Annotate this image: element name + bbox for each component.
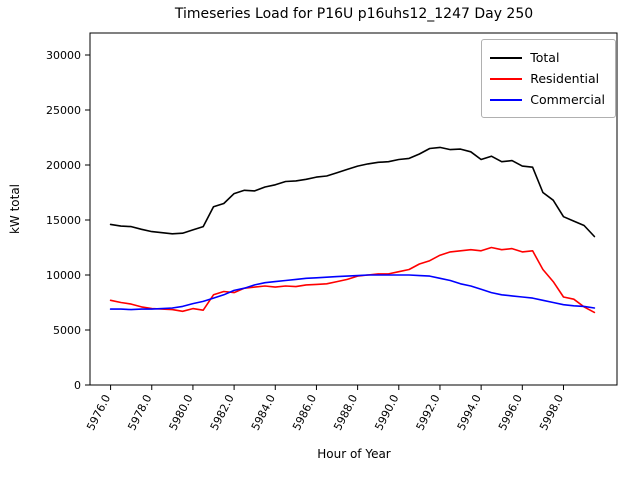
legend-label: Commercial bbox=[530, 92, 605, 107]
x-tick-label: 5990.0 bbox=[372, 392, 401, 432]
series-line-commercial bbox=[109, 274, 596, 311]
x-tick-label: 5988.0 bbox=[331, 392, 360, 432]
legend-entry-residential: Residential bbox=[490, 68, 605, 89]
y-axis-label: kW total bbox=[8, 183, 22, 235]
x-tick-label: 5994.0 bbox=[455, 392, 484, 432]
axes-frame bbox=[89, 32, 618, 386]
series-line-residential bbox=[109, 246, 596, 314]
legend-entry-total: Total bbox=[490, 47, 605, 68]
x-tick-label: 5998.0 bbox=[537, 392, 566, 432]
x-tick-label: 5984.0 bbox=[249, 392, 278, 432]
legend: Total Residential Commercial bbox=[481, 39, 616, 118]
x-tick-label: 5976.0 bbox=[84, 392, 113, 432]
legend-line-swatch bbox=[490, 98, 523, 101]
y-tick-label: 30000 bbox=[46, 49, 81, 62]
legend-line-swatch bbox=[490, 77, 523, 80]
x-tick-label: 5986.0 bbox=[290, 392, 319, 432]
x-axis-label: Hour of Year bbox=[317, 447, 391, 461]
chart-title: Timeseries Load for P16U p16uhs12_1247 D… bbox=[174, 6, 534, 22]
y-tick-label: 5000 bbox=[53, 324, 81, 337]
x-tick-label: 5978.0 bbox=[125, 392, 154, 432]
y-tick-label: 20000 bbox=[46, 159, 81, 172]
legend-line-swatch bbox=[490, 56, 523, 59]
y-tick-label: 0 bbox=[74, 379, 81, 392]
legend-entry-commercial: Commercial bbox=[490, 89, 605, 110]
x-tick-label: 5982.0 bbox=[208, 392, 237, 432]
y-tick-label: 10000 bbox=[46, 269, 81, 282]
x-tick-label: 5992.0 bbox=[414, 392, 443, 432]
series-line-total bbox=[109, 146, 596, 238]
y-tick-label: 25000 bbox=[46, 104, 81, 117]
x-tick-label: 5980.0 bbox=[167, 392, 196, 432]
x-tick-label: 5996.0 bbox=[496, 392, 525, 432]
legend-label: Residential bbox=[530, 71, 600, 86]
legend-label: Total bbox=[530, 50, 560, 65]
y-tick-label: 15000 bbox=[46, 214, 81, 227]
